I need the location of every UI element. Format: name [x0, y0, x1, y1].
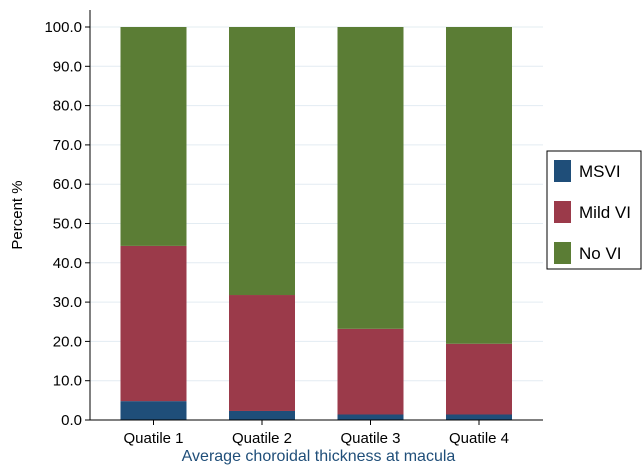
legend-swatch: [554, 242, 571, 264]
y-tick-label: 90.0: [53, 58, 82, 75]
legend-swatch: [554, 201, 571, 223]
bar-mild-vi: [337, 328, 404, 415]
y-axis-title: Percent %: [9, 180, 26, 249]
legend: MSVI Mild VI No VI: [546, 150, 642, 270]
x-ticks: Quatile 1 Quatile 2 Quatile 3 Quatile 4: [123, 420, 509, 447]
y-tick-label: 0.0: [61, 412, 82, 429]
y-ticks: 0.0 10.0 20.0 30.0 40.0 50.0 60.0 70.0 80.0 90.0 1…: [44, 19, 90, 429]
bar-no-vi: [337, 27, 404, 329]
x-tick-label: Quatile 1: [123, 430, 183, 447]
bar-no-vi: [229, 27, 295, 296]
y-tick-label: 60.0: [53, 176, 82, 193]
y-tick-label: 50.0: [53, 216, 82, 233]
x-tick-label: Quatile 4: [449, 430, 509, 447]
y-tick-label: 80.0: [53, 98, 82, 115]
bar-no-vi: [120, 27, 187, 246]
y-tick-label: 70.0: [53, 137, 82, 154]
y-tick-label: 40.0: [53, 255, 82, 272]
bar-msvi: [446, 414, 512, 420]
y-tick-label: 100.0: [44, 19, 82, 36]
bar-mild-vi: [120, 245, 187, 402]
bars: [120, 27, 512, 420]
legend-label: No VI: [579, 244, 622, 263]
x-axis-title: Average choroidal thickness at macula: [182, 448, 456, 465]
bar-msvi: [120, 401, 187, 420]
axes: [89, 10, 543, 421]
bar-msvi: [229, 410, 295, 420]
bar-mild-vi: [446, 343, 512, 415]
x-tick-label: Quatile 3: [340, 430, 400, 447]
legend-swatch: [554, 160, 571, 182]
y-tick-label: 20.0: [53, 333, 82, 350]
bar-msvi: [337, 414, 404, 420]
legend-label: MSVI: [579, 162, 621, 181]
y-tick-label: 10.0: [53, 373, 82, 390]
bar-no-vi: [446, 27, 512, 344]
legend-label: Mild VI: [579, 203, 631, 222]
y-tick-label: 30.0: [53, 294, 82, 311]
x-tick-label: Quatile 2: [232, 430, 292, 447]
bar-mild-vi: [229, 295, 295, 411]
